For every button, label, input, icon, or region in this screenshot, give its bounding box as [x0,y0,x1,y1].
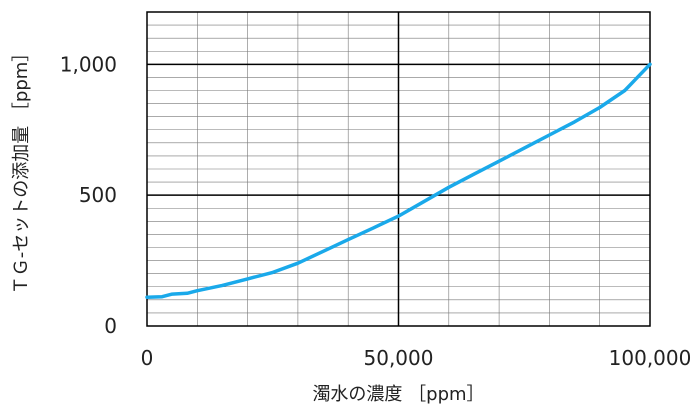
y-tick-label: 1,000 [60,52,117,76]
series-line [145,62,652,299]
x-tick-label: 50,000 [364,346,434,370]
x-axis-label: 濁水の濃度 ［ppm］ [312,384,484,405]
plot-frame [146,11,651,327]
major-grid [147,12,650,326]
x-tick-labels: 0 50,000 100,000 [141,346,692,370]
y-tick-label: 0 [104,314,117,338]
x-tick-label: 100,000 [609,346,692,370]
y-tick-labels: 0 500 1,000 [60,52,117,338]
x-tick-label: 0 [141,346,154,370]
y-tick-label: 500 [79,183,117,207]
y-axis-label: ＴＧ-セットの添加量 ［ppm］ [11,44,32,295]
